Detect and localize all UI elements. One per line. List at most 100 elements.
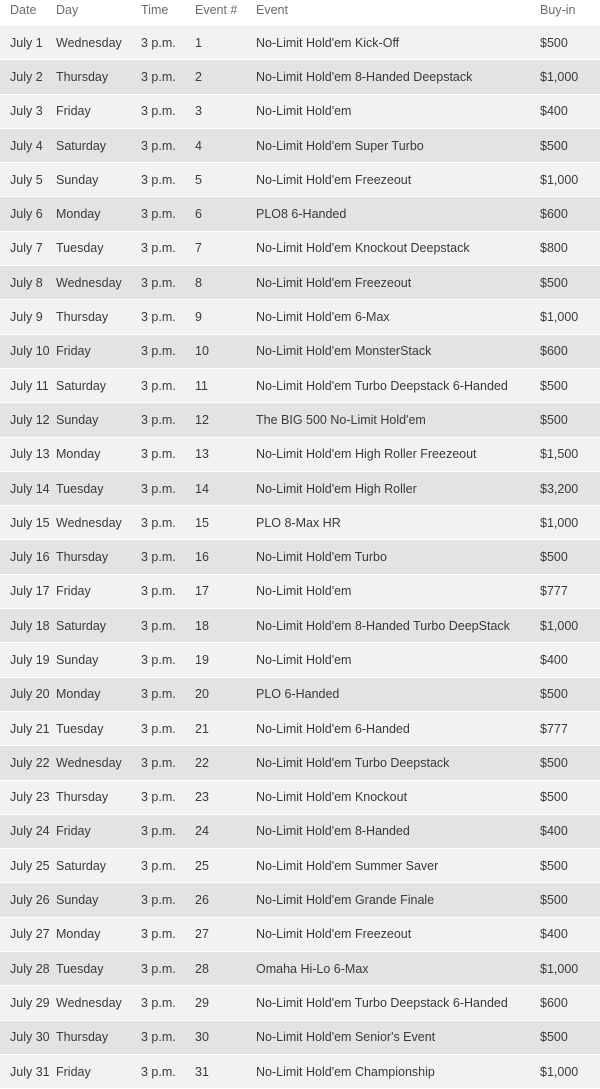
- cell-time: 3 p.m.: [141, 951, 195, 987]
- cell-date: July 16: [0, 539, 56, 575]
- column-header-time: Time: [141, 3, 169, 17]
- table-row: July 20 Monday 3 p.m. 20 PLO 6-Handed $500: [0, 677, 600, 712]
- cell-event-number: 31: [195, 1054, 256, 1089]
- table-row: July 1 Wednesday 3 p.m. 1 No-Limit Hold'em K…: [0, 26, 600, 61]
- cell-time: 3 p.m.: [141, 848, 195, 884]
- cell-buy-in: $1,000: [540, 299, 600, 335]
- cell-event-number: 22: [195, 745, 256, 781]
- cell-event: No-Limit Hold'em MonsterStack: [256, 334, 540, 369]
- cell-date: July 21: [0, 711, 56, 747]
- table-row: July 17 Friday 3 p.m. 17 No-Limit Hold'em $77…: [0, 574, 600, 610]
- cell-buy-in: $1,000: [540, 608, 600, 644]
- cell-event: No-Limit Hold'em High Roller Freezeout: [256, 437, 540, 472]
- cell-event-number: 24: [195, 814, 256, 850]
- cell-time: 3 p.m.: [141, 711, 195, 747]
- table-row: July 23 Thursday 3 p.m. 23 No-Limit Hold'em …: [0, 780, 600, 815]
- cell-time: 3 p.m.: [141, 642, 195, 678]
- cell-time: 3 p.m.: [141, 677, 195, 712]
- cell-date: July 2: [0, 59, 56, 95]
- cell-date: July 28: [0, 951, 56, 987]
- table-row: July 30 Thursday 3 p.m. 30 No-Limit Hold'em …: [0, 1020, 600, 1055]
- cell-day: Sunday: [56, 402, 141, 438]
- table-row: July 19 Sunday 3 p.m. 19 No-Limit Hold'em $40…: [0, 642, 600, 678]
- cell-buy-in: $500: [540, 1020, 600, 1055]
- cell-date: July 17: [0, 574, 56, 610]
- table-row: July 26 Sunday 3 p.m. 26 No-Limit Hold'em Gr…: [0, 882, 600, 918]
- cell-event: No-Limit Hold'em Freezeout: [256, 265, 540, 301]
- cell-time: 3 p.m.: [141, 334, 195, 369]
- cell-date: July 9: [0, 299, 56, 335]
- cell-day: Wednesday: [56, 26, 141, 61]
- cell-event-number: 7: [195, 231, 256, 267]
- table-row: July 22 Wednesday 3 p.m. 22 No-Limit Hold'em…: [0, 745, 600, 781]
- cell-event-number: 19: [195, 642, 256, 678]
- table-row: July 11 Saturday 3 p.m. 11 No-Limit Hold'em …: [0, 368, 600, 404]
- cell-buy-in: $1,000: [540, 951, 600, 987]
- table-row: July 29 Wednesday 3 p.m. 29 No-Limit Hold'em…: [0, 985, 600, 1021]
- cell-date: July 10: [0, 334, 56, 369]
- cell-buy-in: $1,000: [540, 1054, 600, 1089]
- cell-event-number: 11: [195, 368, 256, 404]
- cell-event-number: 9: [195, 299, 256, 335]
- cell-time: 3 p.m.: [141, 402, 195, 438]
- cell-buy-in: $777: [540, 574, 600, 610]
- cell-buy-in: $500: [540, 128, 600, 164]
- cell-day: Thursday: [56, 539, 141, 575]
- table-row: July 3 Friday 3 p.m. 3 No-Limit Hold'em $400: [0, 94, 600, 129]
- cell-time: 3 p.m.: [141, 437, 195, 472]
- cell-event-number: 13: [195, 437, 256, 472]
- table-row: July 5 Sunday 3 p.m. 5 No-Limit Hold'em Free…: [0, 162, 600, 198]
- cell-event-number: 21: [195, 711, 256, 747]
- cell-date: July 27: [0, 917, 56, 953]
- cell-event: No-Limit Hold'em Knockout: [256, 780, 540, 815]
- cell-event-number: 20: [195, 677, 256, 712]
- cell-event: No-Limit Hold'em Turbo Deepstack 6-Hande…: [256, 368, 540, 404]
- cell-day: Thursday: [56, 780, 141, 815]
- cell-time: 3 p.m.: [141, 128, 195, 164]
- cell-buy-in: $600: [540, 985, 600, 1021]
- table-row: July 10 Friday 3 p.m. 10 No-Limit Hold'em Mo…: [0, 334, 600, 369]
- cell-event: PLO 8-Max HR: [256, 505, 540, 541]
- cell-date: July 5: [0, 162, 56, 198]
- cell-time: 3 p.m.: [141, 26, 195, 61]
- cell-event-number: 29: [195, 985, 256, 1021]
- cell-event: No-Limit Hold'em Senior's Event: [256, 1020, 540, 1055]
- cell-event: Omaha Hi-Lo 6-Max: [256, 951, 540, 987]
- cell-event: No-Limit Hold'em Grande Finale: [256, 882, 540, 918]
- table-row: July 4 Saturday 3 p.m. 4 No-Limit Hold'em Su…: [0, 128, 600, 164]
- cell-day: Wednesday: [56, 985, 141, 1021]
- cell-time: 3 p.m.: [141, 985, 195, 1021]
- cell-event: PLO8 6-Handed: [256, 196, 540, 232]
- cell-time: 3 p.m.: [141, 814, 195, 850]
- cell-date: July 29: [0, 985, 56, 1021]
- cell-buy-in: $500: [540, 745, 600, 781]
- cell-date: July 3: [0, 94, 56, 129]
- cell-buy-in: $600: [540, 334, 600, 369]
- cell-time: 3 p.m.: [141, 1054, 195, 1089]
- cell-day: Sunday: [56, 642, 141, 678]
- table-row: July 7 Tuesday 3 p.m. 7 No-Limit Hold'em Kno…: [0, 231, 600, 267]
- cell-buy-in: $500: [540, 882, 600, 918]
- table-row: July 27 Monday 3 p.m. 27 No-Limit Hold'em Fr…: [0, 917, 600, 953]
- cell-date: July 24: [0, 814, 56, 850]
- cell-event-number: 3: [195, 94, 256, 129]
- column-header-buy-in: Buy-in: [540, 3, 576, 17]
- cell-day: Saturday: [56, 128, 141, 164]
- cell-buy-in: $500: [540, 402, 600, 438]
- cell-event-number: 28: [195, 951, 256, 987]
- column-header-date: Date: [10, 3, 37, 17]
- cell-date: July 20: [0, 677, 56, 712]
- cell-time: 3 p.m.: [141, 882, 195, 918]
- cell-event: No-Limit Hold'em 8-Handed: [256, 814, 540, 850]
- cell-date: July 8: [0, 265, 56, 301]
- cell-day: Thursday: [56, 1020, 141, 1055]
- cell-event-number: 17: [195, 574, 256, 610]
- cell-event: No-Limit Hold'em 6-Handed: [256, 711, 540, 747]
- cell-event: No-Limit Hold'em Turbo: [256, 539, 540, 575]
- cell-event: No-Limit Hold'em Turbo Deepstack 6-Hande…: [256, 985, 540, 1021]
- table-row: July 8 Wednesday 3 p.m. 8 No-Limit Hold'em F…: [0, 265, 600, 301]
- cell-day: Thursday: [56, 59, 141, 95]
- cell-date: July 18: [0, 608, 56, 644]
- cell-day: Friday: [56, 1054, 141, 1089]
- cell-event: No-Limit Hold'em: [256, 574, 540, 610]
